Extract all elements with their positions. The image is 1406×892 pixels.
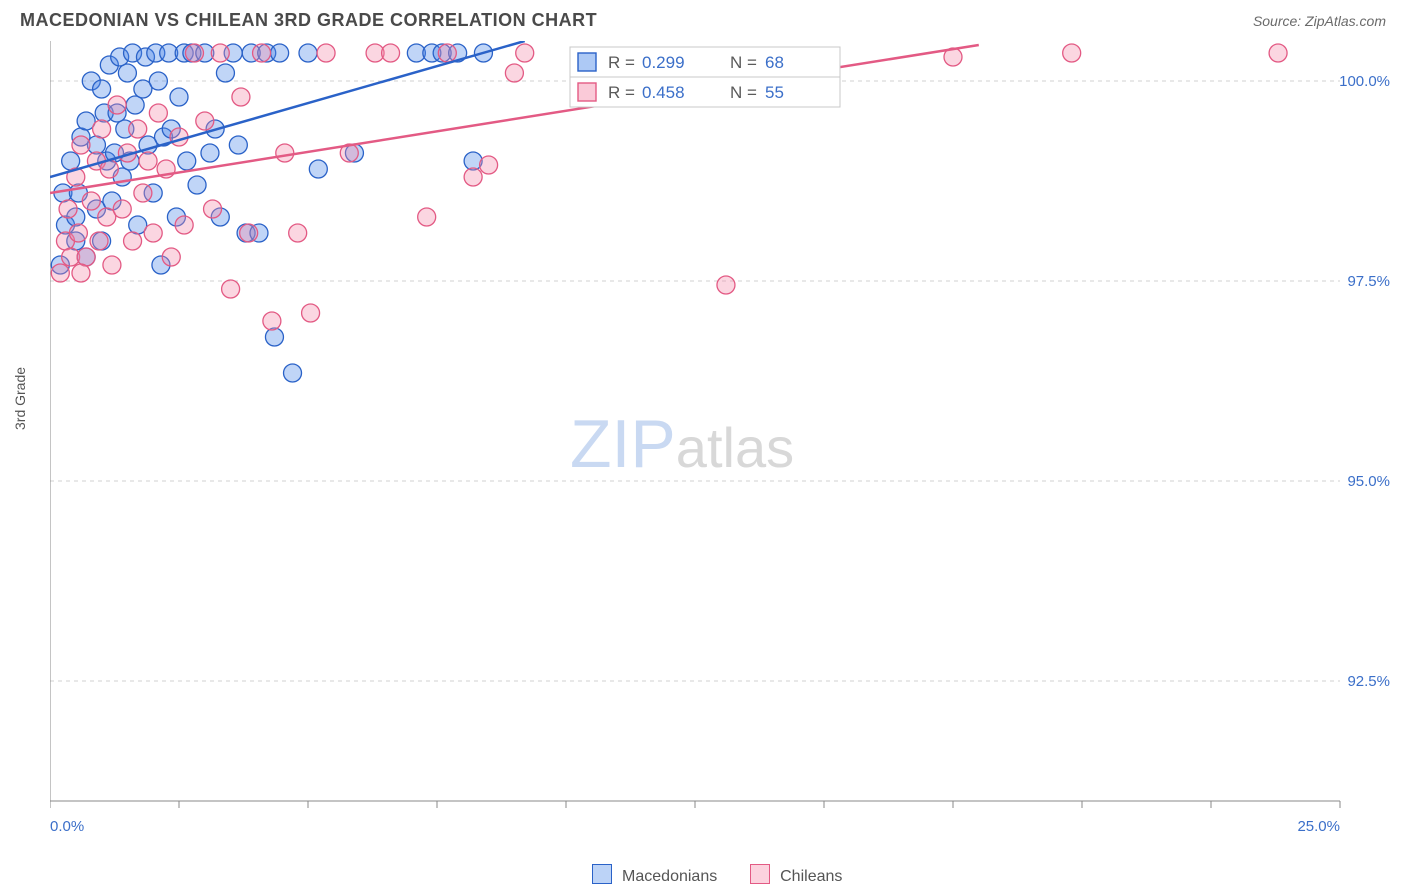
svg-text:N =: N = <box>730 53 757 72</box>
chart-area: 0.0% 25.0% 92.5% 95.0% 97.5% 100.0% R = 0.299 N … <box>50 41 1406 851</box>
svg-text:100.0%: 100.0% <box>1339 73 1390 90</box>
svg-text:N =: N = <box>730 83 757 102</box>
svg-text:R =: R = <box>608 53 635 72</box>
svg-text:25.0%: 25.0% <box>1297 818 1340 835</box>
svg-text:0.458: 0.458 <box>642 83 685 102</box>
svg-text:97.5%: 97.5% <box>1347 273 1390 290</box>
legend-label: Macedonians <box>622 868 717 885</box>
chart-title: MACEDONIAN VS CHILEAN 3RD GRADE CORRELAT… <box>20 10 597 31</box>
svg-text:92.5%: 92.5% <box>1347 673 1390 690</box>
svg-text:0.0%: 0.0% <box>50 818 84 835</box>
svg-text:0.299: 0.299 <box>642 53 685 72</box>
svg-text:68: 68 <box>765 53 784 72</box>
legend-swatch-chileans <box>750 864 770 884</box>
y-axis-label: 3rd Grade <box>12 367 28 430</box>
scatter-plot: 0.0% 25.0% 92.5% 95.0% 97.5% 100.0% R = 0.299 N … <box>50 41 1400 851</box>
legend-swatch-macedonians <box>592 864 612 884</box>
svg-text:95.0%: 95.0% <box>1347 473 1390 490</box>
chart-source: Source: ZipAtlas.com <box>1253 13 1386 29</box>
legend-label: Chileans <box>780 868 842 885</box>
svg-text:R =: R = <box>608 83 635 102</box>
svg-text:55: 55 <box>765 83 784 102</box>
bottom-legend: Macedonians Chileans <box>0 864 1406 886</box>
